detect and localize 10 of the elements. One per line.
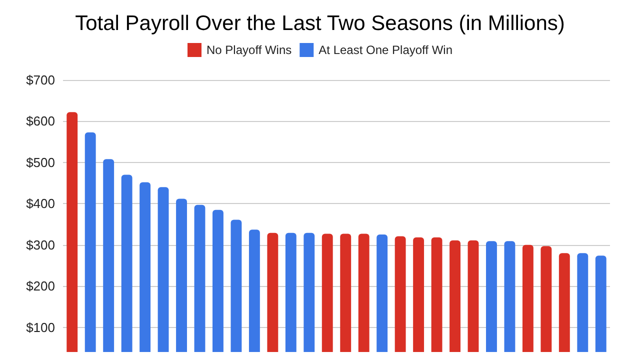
y-tick-label: $400 [26, 196, 55, 212]
y-tick-label: $300 [26, 237, 55, 252]
y-tick-label: $200 [26, 278, 55, 294]
legend-label: At Least One Playoff Win [318, 43, 453, 57]
y-tick-label: $700 [26, 72, 55, 88]
y-tick-label: $600 [26, 114, 55, 129]
y-tick-label: $100 [26, 320, 55, 335]
chart-title: Total Payroll Over the Last Two Seasons (in Millions) [75, 12, 565, 35]
legend-label: No Playoff Wins [206, 43, 292, 57]
y-tick-label: $500 [26, 154, 55, 170]
